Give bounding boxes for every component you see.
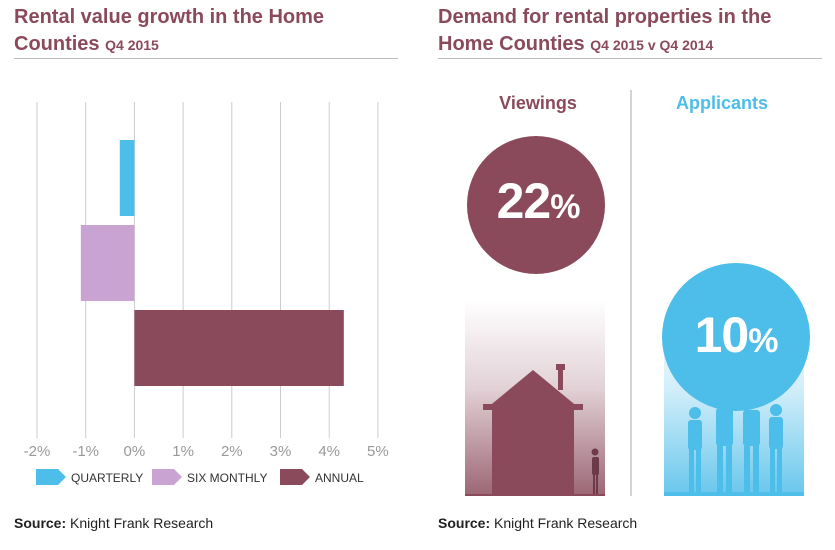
right-title-subtitle: Q4 2015 v Q4 2014	[590, 37, 714, 53]
viewings-baseline	[465, 494, 605, 496]
applicants-number: 10	[694, 307, 750, 363]
viewings-label: Viewings	[499, 93, 577, 113]
left-title-subtitle: Q4 2015	[105, 37, 159, 53]
applicants-value: 10%	[668, 306, 804, 364]
bar-quarterly	[119, 140, 135, 216]
people-group-icon	[688, 393, 783, 492]
legend-label: SIX MONTHLY	[187, 471, 267, 485]
legend-label: QUARTERLY	[71, 471, 143, 485]
viewings-number: 22	[496, 173, 552, 229]
applicants-circle	[662, 263, 810, 411]
left-source-text: Knight Frank Research	[70, 515, 214, 531]
left-source: Source: Knight Frank Research	[14, 515, 213, 531]
right-source-label: Source:	[438, 515, 491, 531]
legend-label: ANNUAL	[315, 471, 364, 485]
x-tick-label: 4%	[318, 443, 340, 460]
demand-infographic	[465, 90, 810, 496]
right-source-text: Knight Frank Research	[494, 515, 638, 531]
right-source: Source: Knight Frank Research	[438, 515, 637, 531]
legend-swatch-quarterly	[36, 469, 66, 485]
x-tick-label: -2%	[24, 443, 51, 460]
viewings-unit: %	[550, 188, 580, 226]
bar-annual	[134, 310, 344, 386]
viewings-circle	[467, 136, 605, 274]
x-tick-label: 3%	[270, 443, 292, 460]
right-title-rule	[438, 58, 822, 59]
right-title-line2: Home Counties	[438, 33, 585, 55]
right-title-line1: Demand for rental properties in the	[438, 6, 772, 28]
left-source-label: Source:	[14, 515, 67, 531]
bar-six-monthly	[80, 225, 135, 301]
x-tick-label: 1%	[172, 443, 194, 460]
left-title-line1: Rental value growth in the Home	[14, 6, 325, 28]
applicants-baseline	[664, 492, 804, 496]
left-title-line2: Counties	[14, 33, 100, 55]
x-tick-label: 0%	[124, 443, 146, 460]
person-figure-icon	[591, 448, 599, 494]
left-panel-title: Rental value growth in the Home Counties…	[14, 4, 404, 59]
rental-growth-chart: -2% -1% 0% 1% 2% 3% 4% 5% QUARTERLY SIX MONTHLY A…	[24, 102, 389, 485]
legend-swatch-six-monthly	[152, 469, 182, 485]
applicants-label: Applicants	[675, 93, 768, 113]
legend-swatch-annual	[280, 469, 310, 485]
x-tick-label: 5%	[367, 443, 389, 460]
left-title-rule	[14, 58, 398, 59]
x-tick-label: 2%	[221, 443, 243, 460]
applicants-unit: %	[748, 322, 778, 360]
x-tick-label: -1%	[72, 443, 99, 460]
house-icon	[483, 364, 583, 494]
right-panel-title: Demand for rental properties in the Home…	[438, 4, 833, 59]
viewings-value: 22%	[470, 172, 606, 230]
